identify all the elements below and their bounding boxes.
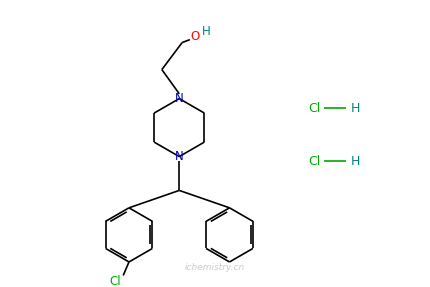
- Text: Cl: Cl: [109, 275, 121, 287]
- Text: H: H: [202, 25, 210, 38]
- Text: H: H: [350, 155, 359, 168]
- Text: Cl: Cl: [308, 155, 320, 168]
- Text: N: N: [175, 150, 183, 163]
- Text: ichemistry.cn: ichemistry.cn: [184, 263, 245, 272]
- Text: H: H: [350, 102, 359, 115]
- Text: N: N: [175, 92, 183, 105]
- Text: O: O: [190, 30, 199, 43]
- Text: Cl: Cl: [308, 102, 320, 115]
